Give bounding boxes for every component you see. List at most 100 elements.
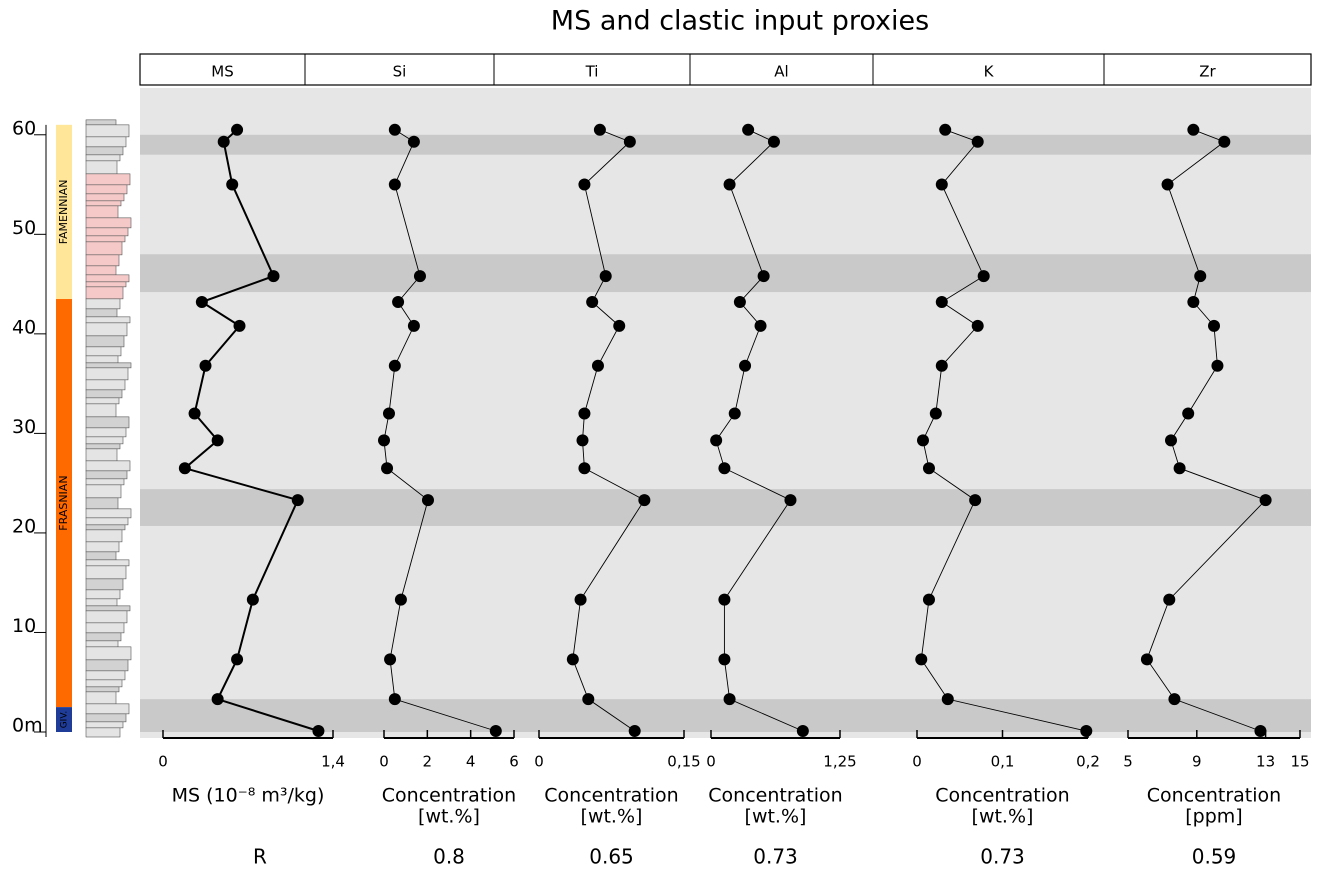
lithology-layer [85,367,129,381]
lithology-layer [85,254,120,267]
lithology-layer [85,559,130,567]
data-point [739,359,752,372]
data-point [723,693,736,706]
lithology-layer [85,691,117,705]
lithology-layer [85,679,123,688]
correlation-value: 0.73 [753,845,798,869]
x-axis-label: Concentration [708,785,842,807]
lithology-layer [85,316,131,324]
data-point [915,653,928,666]
x-axis-label: [ppm] [1185,806,1242,828]
depth-tick-label: 40 [12,316,36,338]
lithology-layer [85,193,125,202]
lithology-layer [85,524,126,531]
lithology-layer [85,529,123,543]
x-axis-label: Concentration [1147,785,1281,807]
data-point [718,653,731,666]
x-tick-label: 1,25 [823,753,856,771]
lithology-layer [85,355,119,364]
lithology-layer [85,578,124,591]
x-axis-label: Concentration [544,785,678,807]
depth-tick-label: 30 [12,416,36,438]
lithology-layer [85,308,118,318]
highlight-band [140,699,1311,732]
lithology-layer [85,646,132,661]
data-point [1211,359,1224,372]
data-point [384,653,397,666]
data-point [1187,123,1200,136]
data-point [586,296,599,309]
data-point [388,693,401,706]
data-point [211,434,224,447]
correlation-value: 0.65 [589,845,634,869]
lithology-layer [85,436,124,445]
data-point [733,296,746,309]
data-point [929,407,942,420]
data-point [628,725,641,738]
data-point [381,462,394,475]
x-tick-label: 0 [706,753,716,771]
column-header: Al [774,63,788,81]
lithology-layer [85,184,128,195]
data-point [939,123,952,136]
data-point [199,359,212,372]
column-header: MS [211,63,233,81]
lithology-layer [85,640,119,648]
lithology-layer [85,541,120,553]
data-point [388,123,401,136]
data-point [941,693,954,706]
x-axis-label: Concentration [935,785,1069,807]
data-point [566,653,579,666]
data-point [394,593,407,606]
lithology-layer [85,659,129,672]
lithology-layer [85,146,124,156]
x-axis-label: [wt.%] [418,806,480,828]
x-tick-label: 2 [423,753,433,771]
highlight-band [140,489,1311,526]
figure-title: MS and clastic input proxies [551,6,929,37]
x-tick-label: 0 [379,753,389,771]
plot-background [140,88,1311,738]
data-point [754,319,767,332]
lithology-layer [85,460,131,472]
data-point [195,296,208,309]
lithology-layer [85,281,127,288]
data-point [421,494,434,507]
data-point [578,178,591,191]
column-header: K [984,63,995,81]
data-point [718,593,731,606]
x-axis-label: MS (10⁻⁸ m³/kg) [172,785,325,807]
lithology-layer [85,478,125,486]
data-point [226,178,239,191]
lithology-layer [85,124,130,138]
data-point [1182,407,1195,420]
lithology-layer [85,274,130,283]
lithology-layer [85,610,128,624]
lithology-layer [85,605,131,612]
data-point [1173,462,1186,475]
lithology-layer [85,497,119,510]
x-tick-label: 4 [466,753,476,771]
data-point [382,407,395,420]
data-point [407,135,420,148]
data-point [217,135,230,148]
lithology-layer [85,589,121,600]
data-point [578,407,591,420]
lithology-layer [85,397,120,405]
stage-bar [56,707,72,732]
data-point [388,178,401,191]
data-point [710,434,723,447]
data-point [977,270,990,283]
x-tick-label: 0,2 [1076,753,1100,771]
stage-label: GIV. [60,711,70,729]
data-point [233,319,246,332]
data-point [593,123,606,136]
x-tick-label: 0 [534,753,544,771]
data-point [922,462,935,475]
x-tick-label: 0 [912,753,922,771]
column-header: Si [393,63,407,81]
r-label: R [253,845,267,869]
lithology-layer [85,703,130,715]
lithology-layer [85,686,120,693]
data-point [407,319,420,332]
